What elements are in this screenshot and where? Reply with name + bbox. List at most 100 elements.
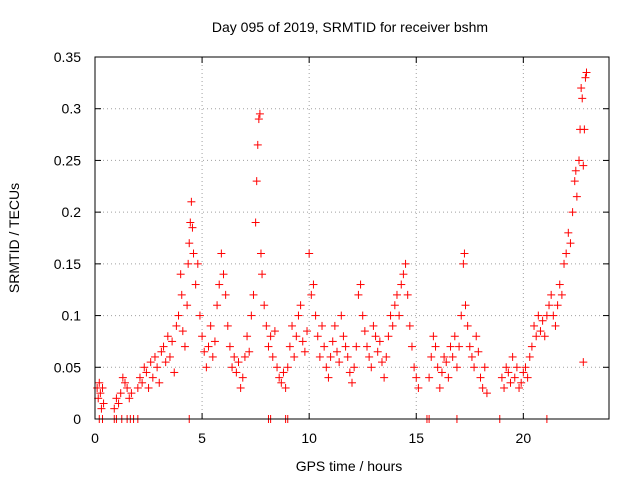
y-tick-label: 0 xyxy=(73,411,81,427)
data-point xyxy=(480,363,489,372)
data-point xyxy=(210,337,219,346)
data-point xyxy=(515,383,524,392)
data-point xyxy=(204,342,213,351)
data-point xyxy=(345,368,354,377)
data-point xyxy=(386,311,395,320)
x-tick-label: 5 xyxy=(198,430,206,446)
data-point xyxy=(114,399,123,408)
data-point xyxy=(174,311,183,320)
data-point xyxy=(580,125,589,134)
data-point xyxy=(313,332,322,341)
data-point xyxy=(170,368,179,377)
data-point xyxy=(579,161,588,170)
data-point xyxy=(279,368,288,377)
data-point xyxy=(163,332,172,341)
data-point xyxy=(478,383,487,392)
data-point xyxy=(189,249,198,258)
data-point xyxy=(365,352,374,361)
data-point xyxy=(510,373,519,382)
data-point xyxy=(339,332,348,341)
data-point xyxy=(474,347,483,356)
data-point xyxy=(335,358,344,367)
data-point xyxy=(551,321,560,330)
data-point xyxy=(371,332,380,341)
data-point xyxy=(442,358,451,367)
data-point xyxy=(135,373,144,382)
data-point xyxy=(525,352,534,361)
data-point xyxy=(309,280,318,289)
data-point xyxy=(367,363,376,372)
data-point xyxy=(228,363,237,372)
data-point xyxy=(253,140,262,149)
data-point xyxy=(188,223,197,232)
data-point xyxy=(455,342,464,351)
data-point xyxy=(356,280,365,289)
grid-lines xyxy=(95,57,609,419)
data-point xyxy=(545,301,554,310)
data-point xyxy=(202,363,211,372)
data-point xyxy=(144,383,153,392)
data-point xyxy=(407,342,416,351)
data-point xyxy=(410,363,419,372)
data-point xyxy=(292,332,301,341)
data-point xyxy=(538,316,547,325)
data-point xyxy=(457,311,466,320)
data-point xyxy=(277,378,286,387)
data-point xyxy=(333,347,342,356)
x-axis-label: GPS time / hours xyxy=(296,458,403,474)
data-point xyxy=(547,290,556,299)
data-point xyxy=(193,259,202,268)
data-point xyxy=(307,290,316,299)
data-point xyxy=(318,321,327,330)
data-point xyxy=(120,378,129,387)
data-point xyxy=(433,363,442,372)
y-tick-label: 0.1 xyxy=(62,308,82,324)
data-point xyxy=(255,109,264,118)
data-point xyxy=(575,156,584,165)
data-point xyxy=(221,290,230,299)
data-point xyxy=(288,321,297,330)
y-axis-label: SRMTID / TECUs xyxy=(6,183,22,293)
data-point xyxy=(198,332,207,341)
data-point xyxy=(500,383,509,392)
data-point xyxy=(236,383,245,392)
data-point xyxy=(208,352,217,361)
y-tick-label: 0.15 xyxy=(54,256,81,272)
data-point xyxy=(213,301,222,310)
data-point xyxy=(397,280,406,289)
data-point xyxy=(465,342,474,351)
data-point xyxy=(570,177,579,186)
data-point xyxy=(459,259,468,268)
data-point xyxy=(425,373,434,382)
data-point xyxy=(557,290,566,299)
data-point xyxy=(358,311,367,320)
y-tick-label: 0.3 xyxy=(62,101,82,117)
data-point xyxy=(444,373,453,382)
data-point xyxy=(191,280,200,289)
data-point xyxy=(206,321,215,330)
data-point xyxy=(150,352,159,361)
data-point xyxy=(392,290,401,299)
plot-frame xyxy=(94,56,610,420)
data-point xyxy=(460,249,469,258)
data-point xyxy=(245,347,254,356)
data-point xyxy=(581,73,590,82)
axis-ticks: 0 5 10 15 20 0 0.05 0.1 0.15 0.2 0.25 0.3 0.35 xyxy=(54,49,609,446)
data-point xyxy=(159,342,168,351)
data-point xyxy=(254,115,263,124)
data-point xyxy=(382,352,391,361)
data-point xyxy=(577,84,586,93)
data-point xyxy=(148,373,157,382)
data-point xyxy=(138,378,147,387)
data-point xyxy=(472,332,481,341)
data-point xyxy=(521,363,530,372)
x-tick-label: 20 xyxy=(516,430,532,446)
data-point xyxy=(560,259,569,268)
data-point xyxy=(401,259,410,268)
y-tick-label: 0.25 xyxy=(54,152,81,168)
data-point xyxy=(326,352,335,361)
data-point xyxy=(96,389,105,398)
data-point xyxy=(540,332,549,341)
